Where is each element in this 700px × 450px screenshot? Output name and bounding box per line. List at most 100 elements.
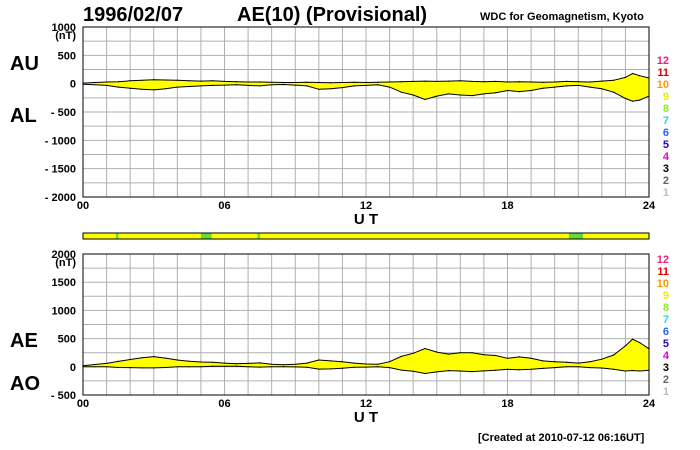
data-point-al <box>389 86 391 88</box>
data-point-au <box>117 81 119 83</box>
data-source: WDC for Geomagnetism, Kyoto <box>480 11 644 23</box>
data-point-al <box>212 84 214 86</box>
data-point-ae <box>459 352 461 354</box>
data-point-ae <box>306 362 308 364</box>
data-point-al <box>200 85 202 87</box>
data-point-al <box>223 84 226 86</box>
y-tick-label: (nT) <box>55 30 76 42</box>
data-point-ae <box>639 341 641 344</box>
count-bar-base <box>83 233 649 239</box>
data-point-au <box>589 81 591 83</box>
count-bar-frame <box>82 232 650 240</box>
x-tick-label: 24 <box>643 398 656 410</box>
data-point-ao <box>117 366 119 369</box>
data-point-au <box>447 80 450 82</box>
data-point-ae <box>530 357 532 359</box>
data-point-ae <box>318 359 320 361</box>
x-tick-label: 00 <box>77 398 89 410</box>
data-point-ao <box>436 371 438 373</box>
data-point-au <box>518 81 520 83</box>
station-count-2: 2 <box>663 175 669 187</box>
data-point-ao <box>318 368 320 370</box>
data-point-ao <box>176 366 178 368</box>
data-point-au <box>164 79 167 81</box>
data-point-al <box>624 97 627 99</box>
y-tick-label: 0 <box>70 79 76 91</box>
data-point-al <box>306 85 308 87</box>
data-point-ae <box>565 361 568 363</box>
data-point-al <box>518 91 520 93</box>
data-point-al <box>565 85 568 87</box>
data-point-al <box>141 88 143 90</box>
station-count-4: 4 <box>663 350 670 362</box>
data-point-au <box>601 80 603 82</box>
data-point-al <box>330 88 332 90</box>
data-point-ae <box>389 361 391 363</box>
data-point-ae <box>471 352 473 354</box>
y-tick-label: - 1500 <box>45 164 76 176</box>
station-count-12: 12 <box>657 55 669 67</box>
data-point-al <box>424 98 426 101</box>
data-point-au <box>294 81 296 84</box>
data-point-ao <box>601 367 603 369</box>
series-line-al <box>82 83 650 102</box>
data-point-ao <box>542 367 544 369</box>
data-point-ae <box>577 362 579 364</box>
data-point-ae <box>188 360 190 362</box>
data-point-al <box>247 84 249 86</box>
x-tick-label: 12 <box>360 398 372 410</box>
data-point-ae <box>223 362 226 364</box>
data-point-ae <box>613 354 615 356</box>
y-tick-label: 1000 <box>52 22 76 34</box>
station-count-2: 2 <box>663 374 669 386</box>
created-timestamp: [Created at 2010-07-12 06:16UT] <box>478 432 645 444</box>
station-count-8: 8 <box>663 302 669 314</box>
data-point-ae <box>554 361 556 363</box>
x-tick-label: 06 <box>218 398 230 410</box>
data-point-ao <box>471 371 473 373</box>
data-point-ae <box>129 358 131 361</box>
data-point-ae <box>235 363 237 365</box>
data-point-ae <box>341 361 343 363</box>
count-bar-segment <box>200 233 212 239</box>
station-count-11: 11 <box>657 266 669 278</box>
data-point-ae <box>94 363 96 366</box>
station-count-5: 5 <box>663 139 669 151</box>
data-point-al <box>164 88 167 90</box>
data-point-ao <box>412 370 414 372</box>
data-point-au <box>639 75 641 77</box>
data-point-ae <box>631 338 634 340</box>
data-point-al <box>577 84 579 86</box>
station-count-1: 1 <box>663 187 669 199</box>
data-point-ae <box>624 345 627 347</box>
station-count-10: 10 <box>657 278 669 290</box>
station-count-9: 9 <box>663 290 669 302</box>
data-point-ae <box>294 363 296 365</box>
y-tick-label: - 500 <box>51 107 76 119</box>
data-point-ae <box>589 361 591 363</box>
data-point-ao <box>153 367 155 369</box>
data-point-au <box>459 80 461 82</box>
data-point-ae <box>377 363 379 365</box>
data-point-au <box>259 81 261 83</box>
data-point-al <box>235 84 237 86</box>
data-point-al <box>341 87 343 89</box>
data-point-au <box>306 81 308 83</box>
data-point-al <box>188 85 190 88</box>
y-tick-label: 1000 <box>52 305 76 317</box>
y-tick-label: 500 <box>58 334 76 346</box>
data-point-al <box>282 83 285 86</box>
station-count-7: 7 <box>663 115 669 127</box>
data-point-au <box>353 81 355 83</box>
data-point-ao <box>341 367 343 369</box>
data-point-au <box>554 81 556 83</box>
data-point-ao <box>577 366 579 368</box>
data-point-ae <box>212 361 214 363</box>
data-point-ao <box>613 368 615 370</box>
x-tick-label: 24 <box>643 200 656 212</box>
data-point-ao <box>223 365 226 367</box>
